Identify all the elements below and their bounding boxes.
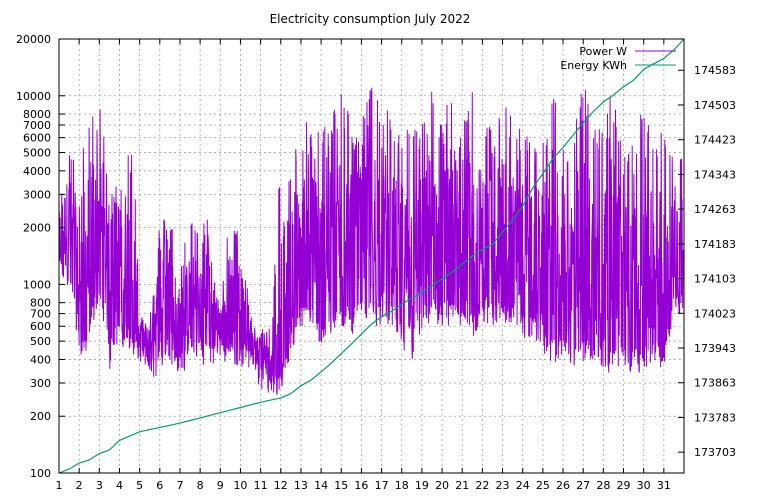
x-tick-label: 8 (197, 479, 204, 492)
x-tick-label: 7 (176, 479, 183, 492)
legend-label-energy: Energy KWh (560, 59, 627, 72)
y2-tick-label: 174343 (694, 168, 736, 181)
x-tick-label: 30 (637, 479, 651, 492)
y-tick-label: 600 (30, 320, 51, 333)
y2-tick-label: 173783 (694, 411, 736, 424)
x-tick-label: 18 (395, 479, 409, 492)
y-tick-label: 7000 (23, 119, 51, 132)
x-tick-label: 24 (516, 479, 530, 492)
y-tick-label: 400 (30, 353, 51, 366)
y-tick-label: 6000 (23, 132, 51, 145)
x-tick-label: 17 (375, 479, 389, 492)
x-tick-label: 1 (56, 479, 63, 492)
plot-frame (58, 38, 685, 474)
y-tick-label: 100 (30, 467, 51, 480)
x-tick-label: 15 (334, 479, 348, 492)
y2-tick-label: 174583 (694, 64, 736, 77)
y-tick-label: 10000 (16, 90, 51, 103)
y-tick-label: 300 (30, 377, 51, 390)
x-tick-label: 31 (657, 479, 671, 492)
y2-tick-label: 174023 (694, 307, 736, 320)
x-tick-label: 2 (76, 479, 83, 492)
y-tick-label: 5000 (23, 147, 51, 160)
y-tick-label: 800 (30, 297, 51, 310)
x-tick-label: 10 (233, 479, 247, 492)
y2-tick-label: 174503 (694, 99, 736, 112)
x-tick-label: 5 (136, 479, 143, 492)
chart-title: Electricity consumption July 2022 (270, 12, 471, 26)
x-tick-label: 13 (294, 479, 308, 492)
x-tick-label: 9 (217, 479, 224, 492)
x-tick-label: 19 (415, 479, 429, 492)
energy-series-line (58, 38, 685, 474)
x-tick-label: 3 (96, 479, 103, 492)
x-tick-label: 27 (576, 479, 590, 492)
x-tick-label: 20 (435, 479, 449, 492)
x-tick-label: 26 (556, 479, 570, 492)
ticks-layer: 1 2 3 4 5 6 7 8 9 10 11 12 13 14 15 16 17 18 19 20 21 22 23 24 2… (16, 33, 736, 492)
y2-tick-label: 173943 (694, 342, 736, 355)
y-tick-label: 4000 (23, 165, 51, 178)
y-tick-label: 500 (30, 335, 51, 348)
x-tick-label: 21 (455, 479, 469, 492)
x-tick-label: 25 (536, 479, 550, 492)
x-tick-label: 29 (617, 479, 631, 492)
y2-tick-label: 173863 (694, 377, 736, 390)
x-tick-label: 6 (156, 479, 163, 492)
x-tick-label: 22 (475, 479, 489, 492)
legend-label-power: Power W (579, 45, 627, 58)
x-tick-label: 23 (496, 479, 510, 492)
y2-tick-label: 174183 (694, 238, 736, 251)
y-tick-label: 3000 (23, 188, 51, 201)
y-tick-label: 2000 (23, 222, 51, 235)
y2-tick-label: 174263 (694, 203, 736, 216)
y2-tick-label: 174103 (694, 273, 736, 286)
x-tick-label: 28 (596, 479, 610, 492)
y2-tick-label: 174423 (694, 134, 736, 147)
x-tick-label: 16 (354, 479, 368, 492)
y-tick-label: 8000 (23, 108, 51, 121)
y-tick-label: 20000 (16, 33, 51, 46)
y2-tick-label: 173703 (694, 446, 736, 459)
x-tick-label: 12 (274, 479, 288, 492)
y-tick-label: 200 (30, 410, 51, 423)
y-tick-label: 1000 (23, 278, 51, 291)
legend: Power W Energy KWh (560, 45, 676, 72)
power-series-line (58, 87, 684, 395)
x-tick-label: 4 (116, 479, 123, 492)
x-tick-label: 11 (254, 479, 268, 492)
x-tick-label: 14 (314, 479, 328, 492)
y-tick-label: 700 (30, 308, 51, 321)
energy-series-layer (58, 38, 685, 474)
power-series-layer (58, 87, 684, 395)
